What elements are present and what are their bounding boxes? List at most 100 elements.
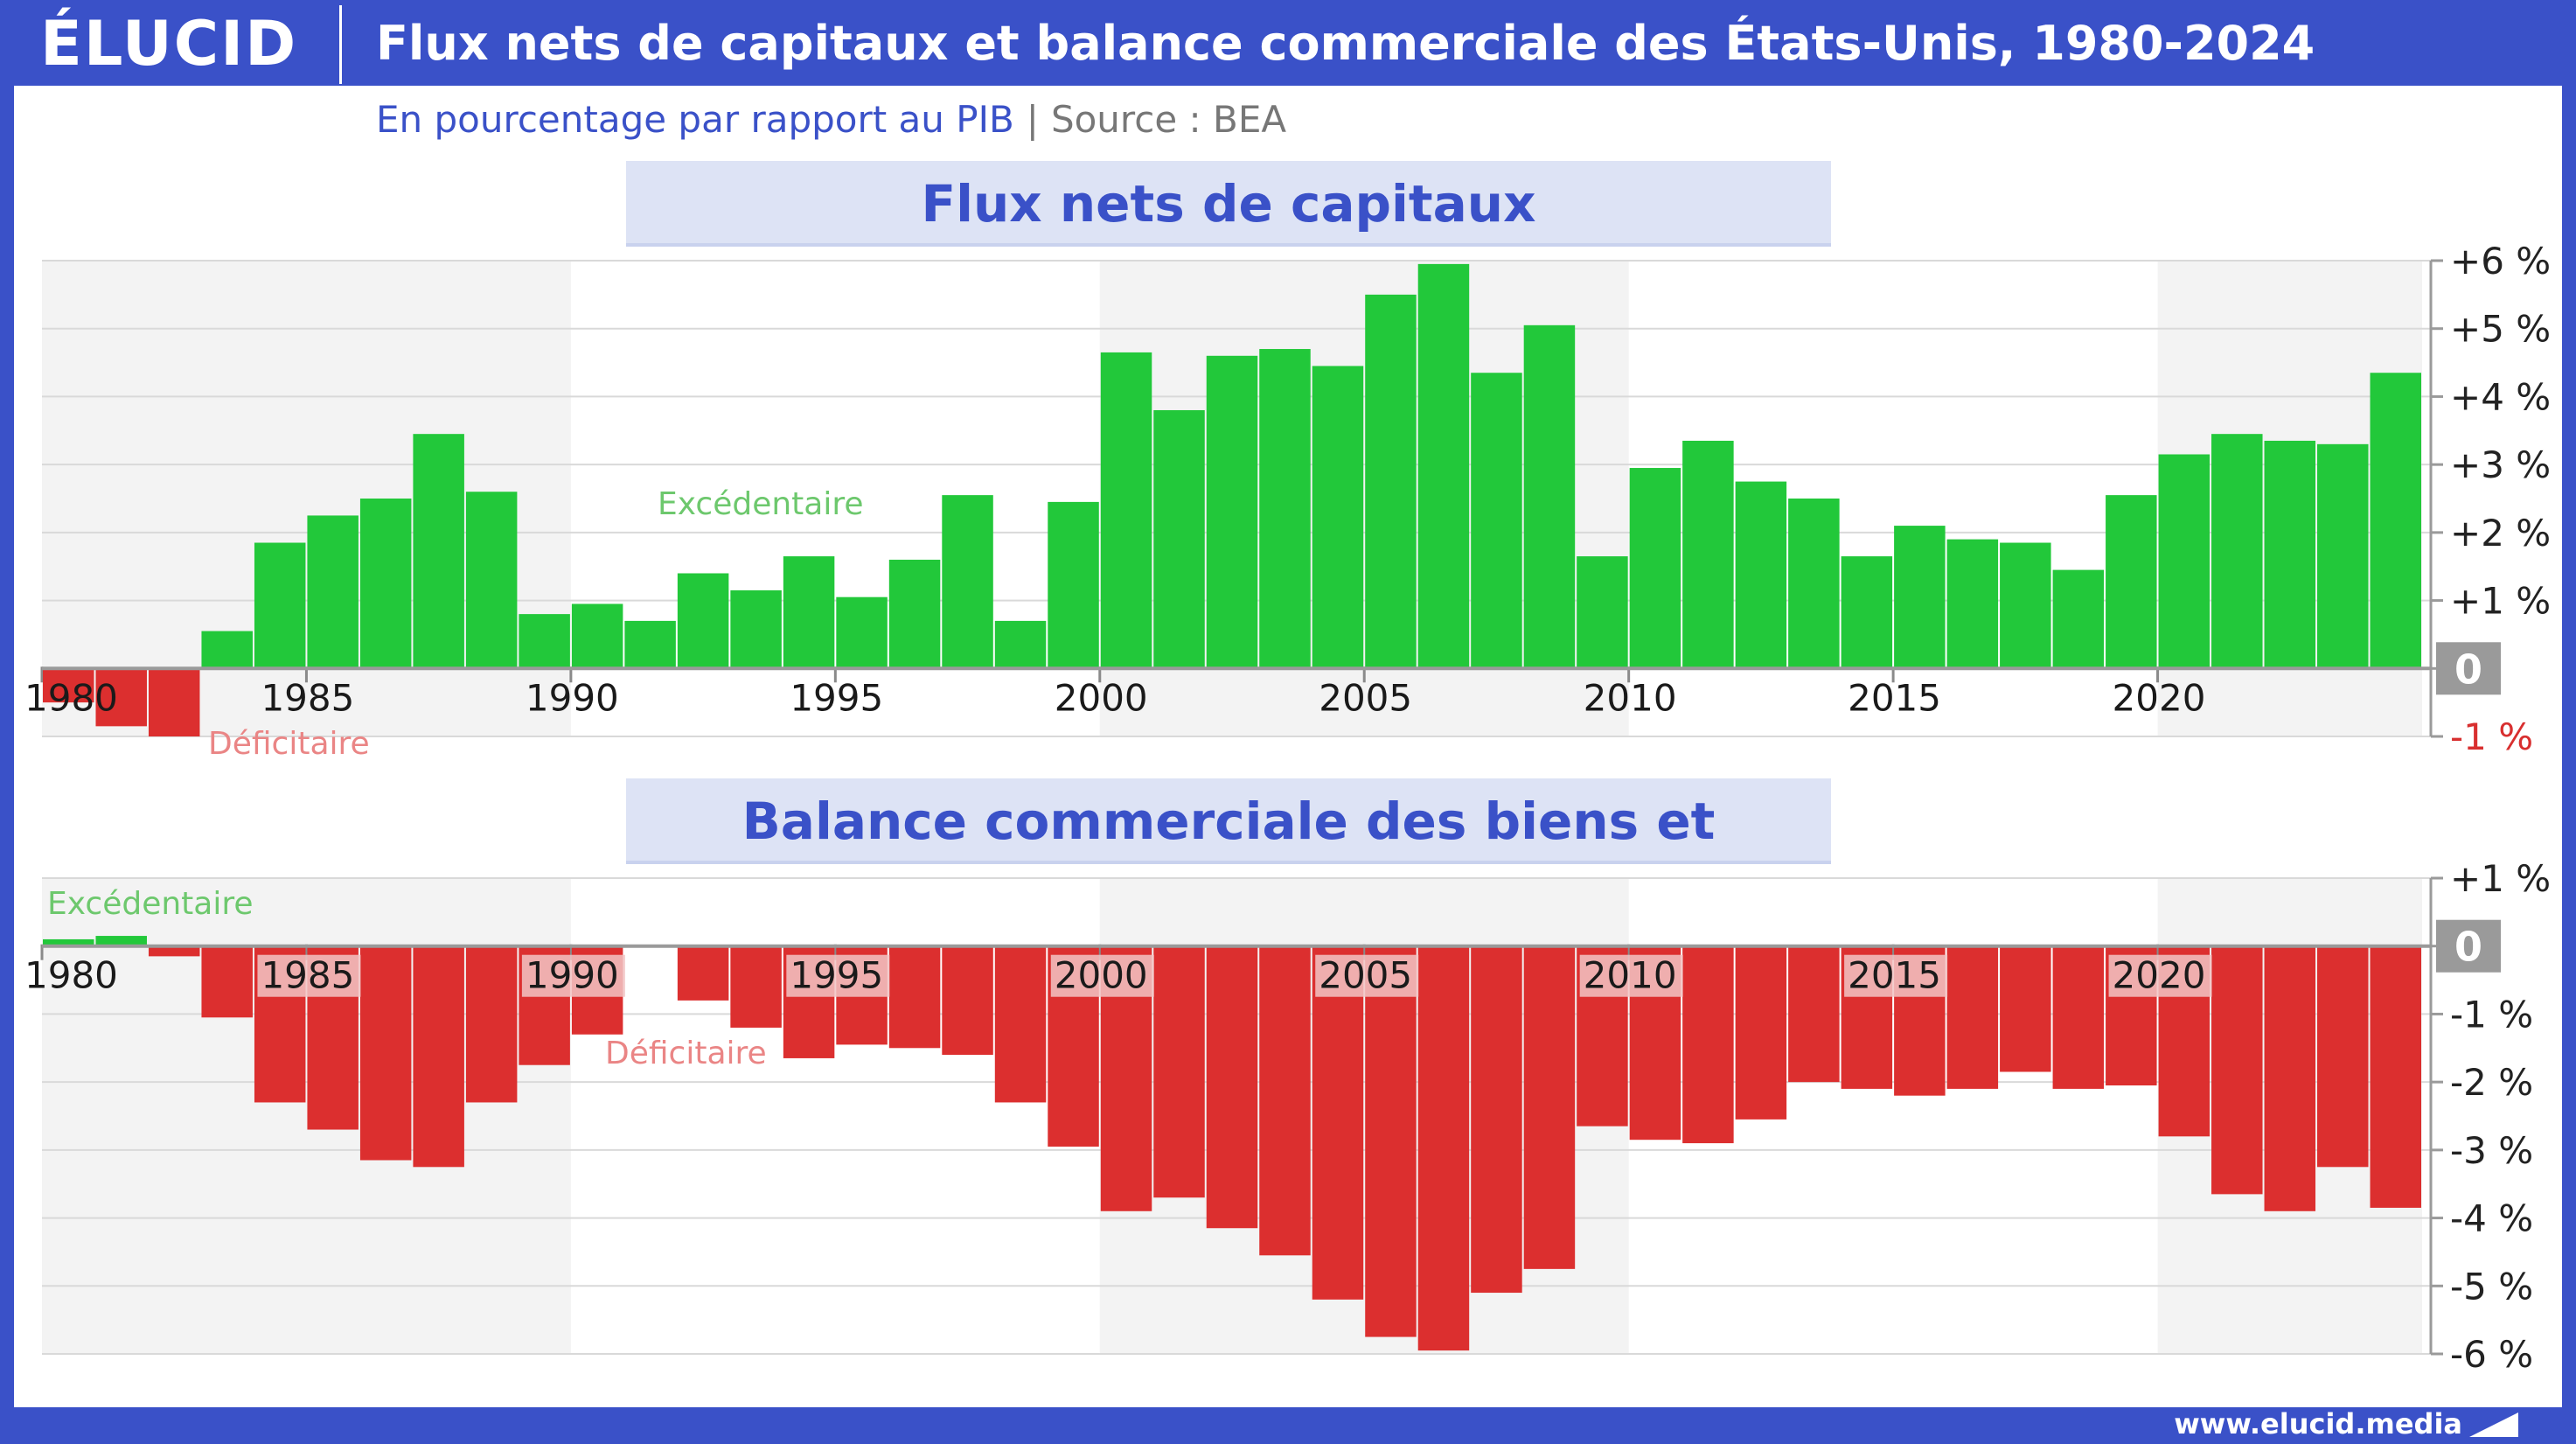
bar-1998 (994, 945, 1047, 1103)
x-tick-label-bg (1050, 954, 1154, 997)
bar-1989 (519, 614, 570, 669)
y-tick-label: -5 % (2450, 1265, 2533, 1308)
bar-1987 (413, 945, 464, 1168)
bar-2003 (1259, 945, 1311, 1256)
x-tick-label: 2015 (1848, 676, 1941, 719)
bar-2001 (1153, 409, 1205, 669)
bar-1980 (43, 938, 94, 946)
bar-2014 (1841, 556, 1893, 669)
y-tick-label: 0 (2454, 645, 2482, 693)
bar-2010 (1629, 468, 1681, 669)
x-tick-label: 2015 (1848, 954, 1941, 997)
bar-1995 (836, 596, 888, 669)
bar-2004 (1312, 366, 1364, 669)
y-tick-label: -2 % (2450, 1061, 2533, 1104)
annotation-excedentaire: Excédentaire (47, 886, 254, 922)
bar-1983 (201, 945, 253, 1018)
bar-1988 (465, 945, 518, 1103)
bar-1997 (942, 945, 993, 1056)
bar-2005 (1365, 945, 1417, 1337)
y-tick-label: +5 % (2450, 308, 2551, 351)
y-tick-label: -6 % (2450, 1333, 2533, 1376)
bar-2023 (2317, 443, 2369, 669)
footer-url[interactable]: www.elucid.media (2174, 1407, 2462, 1441)
x-tick-label: 1995 (790, 676, 883, 719)
bar-2004 (1312, 945, 1364, 1300)
x-tick-label: 2010 (1584, 954, 1677, 997)
x-tick-label-bg (1315, 954, 1419, 997)
x-tick-label: 1985 (261, 676, 354, 719)
bar-2020 (2158, 454, 2210, 669)
chart-panel-2: +1 % 0 -1 % -2 % -3 % -4 % -5 % -6 % 1980 1985 199… (24, 857, 2551, 1376)
x-tick-label: 2005 (1319, 676, 1412, 719)
zero-badge (2436, 642, 2501, 695)
bar-2003 (1259, 349, 1311, 669)
x-tick-label: 2020 (2113, 954, 2206, 997)
bar-2024 (2370, 945, 2421, 1208)
bar-2019 (2106, 495, 2157, 669)
bar-2001 (1153, 945, 1205, 1198)
bar-2015 (1894, 526, 1946, 669)
x-tick-label: 1980 (24, 676, 118, 719)
x-tick-label: 1995 (790, 954, 883, 997)
brand-logo[interactable]: ÉLUCID (40, 8, 298, 80)
y-tick-label: +6 % (2450, 240, 2551, 283)
annotation-excedentaire: Excédentaire (658, 486, 864, 522)
bar-2008 (1523, 945, 1576, 1269)
bar-1985 (307, 515, 359, 669)
x-tick-label-bg (1579, 954, 1683, 997)
x-tick-label-bg (2108, 954, 2212, 997)
y-tick-label: +4 % (2450, 375, 2551, 418)
bar-2018 (2052, 569, 2105, 669)
x-tick-label-bg (257, 954, 361, 997)
bar-1981 (95, 668, 147, 727)
bar-2017 (2000, 945, 2051, 1072)
x-tick-label: 1990 (526, 954, 619, 997)
y-tick-label: +2 % (2450, 512, 2551, 555)
bar-1993 (730, 589, 782, 669)
bar-1997 (942, 495, 993, 669)
bar-1986 (359, 945, 412, 1161)
annotation-deficitaire: Déficitaire (208, 726, 370, 762)
subtitle-separator: | (1026, 98, 1039, 141)
bar-2002 (1206, 945, 1258, 1229)
bar-2023 (2317, 945, 2369, 1168)
bar-2006 (1417, 945, 1470, 1351)
y-tick-label: +3 % (2450, 443, 2551, 486)
annotation-deficitaire: Déficitaire (605, 1036, 767, 1071)
bar-1987 (413, 434, 464, 669)
x-tick-label: 2010 (1584, 676, 1677, 719)
y-tick-label: +1 % (2450, 580, 2551, 623)
bar-1988 (465, 492, 518, 669)
page-title: Flux nets de capitaux et balance commerc… (376, 16, 2315, 71)
subtitle-unit: En pourcentage par rapport au PIB (376, 98, 1014, 141)
y-tick-label: +1 % (2450, 857, 2551, 900)
frame-right (2562, 0, 2576, 1444)
bar-2012 (1735, 481, 1787, 669)
x-tick-label: 2005 (1319, 954, 1412, 997)
bar-1981 (95, 936, 147, 946)
bar-1991 (624, 620, 676, 669)
y-tick-label: -1 % (2450, 715, 2533, 758)
bar-2007 (1471, 373, 1522, 669)
bar-1984 (254, 542, 306, 669)
x-tick-label: 1980 (24, 954, 118, 997)
x-tick-label: 2020 (2113, 676, 2206, 719)
y-tick-label: -3 % (2450, 1129, 2533, 1172)
x-tick-label: 1990 (526, 676, 619, 719)
bar-2022 (2264, 945, 2316, 1211)
x-tick-label-bg (521, 954, 625, 997)
bar-1994 (783, 556, 835, 669)
bar-1999 (1048, 501, 1099, 669)
subtitle: En pourcentage par rapport au PIB | Source… (376, 98, 1286, 141)
x-tick-label: 2000 (1055, 676, 1148, 719)
header-bar (0, 0, 2576, 86)
bar-2000 (1100, 352, 1152, 669)
bar-1986 (359, 499, 412, 669)
frame-left (0, 0, 14, 1444)
bar-2013 (1788, 945, 1840, 1083)
bar-2002 (1206, 355, 1258, 669)
bar-1992 (677, 573, 729, 669)
bar-1980 (43, 668, 94, 703)
